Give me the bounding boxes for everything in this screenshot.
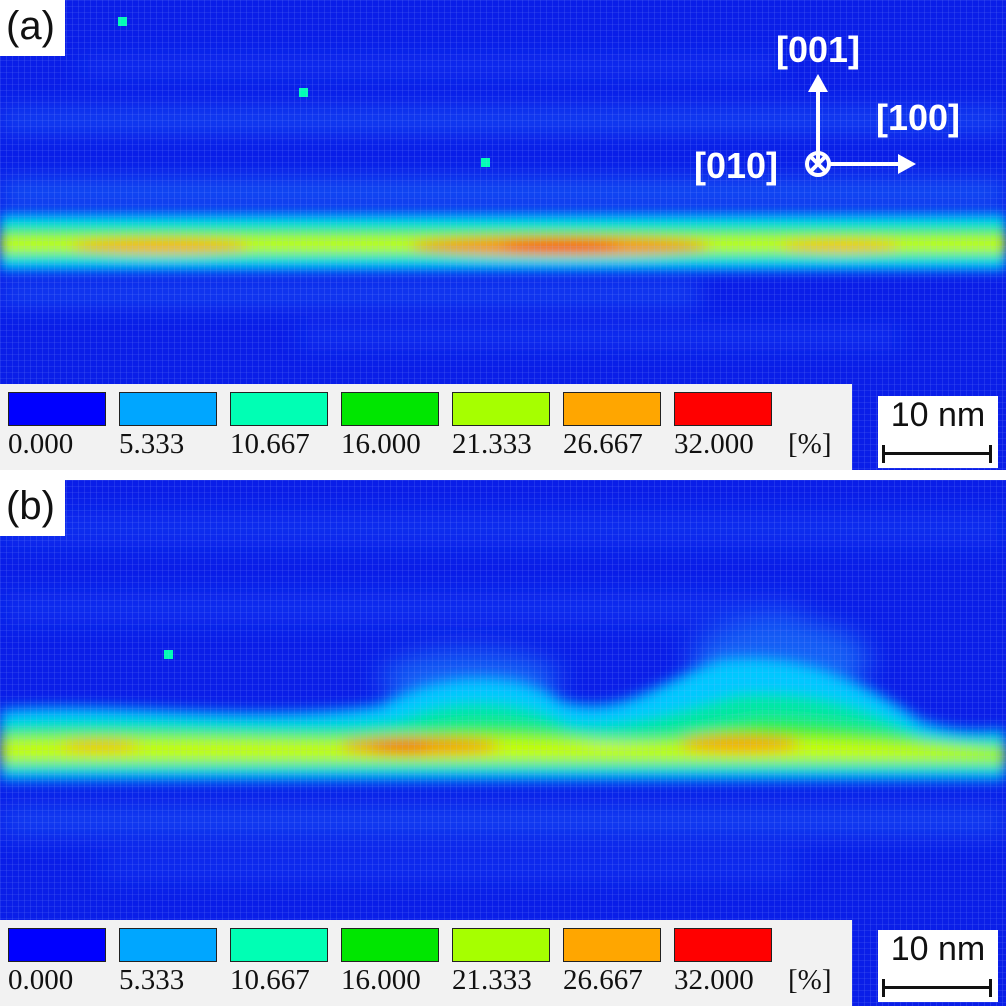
legend-label: 0.000 [8, 964, 74, 996]
legend-label: 10.667 [230, 964, 310, 996]
axis-label-001: [001] [776, 29, 861, 70]
color-legend: 0.000 5.333 10.667 16.000 21.333 26.667 … [0, 384, 852, 470]
color-legend: 0.000 5.333 10.667 16.000 21.333 26.667 … [0, 920, 852, 1006]
legend-label: 16.000 [341, 428, 421, 460]
legend-unit: [%] [788, 428, 832, 460]
legend-label: 32.000 [674, 428, 754, 460]
legend-swatch [341, 392, 439, 426]
legend-label: 10.667 [230, 428, 310, 460]
panel-tag: (a) [0, 0, 65, 56]
legend-swatch [452, 928, 550, 962]
scale-bar-label: 10 nm [890, 396, 986, 434]
legend-label: 16.000 [341, 964, 421, 996]
legend-swatch [674, 928, 772, 962]
legend-label: 5.333 [119, 964, 185, 996]
axis-label-010: [010] [694, 145, 779, 186]
legend-swatch [341, 928, 439, 962]
legend-swatch [674, 392, 772, 426]
concentration-map-b [0, 480, 1006, 1006]
panel-b: (b) 0.000 5.333 10.667 16.000 21.333 26.… [0, 480, 1006, 1006]
scale-bar-line [882, 979, 992, 997]
scale-bar: 10 nm [878, 930, 998, 1002]
legend-swatch [230, 392, 328, 426]
legend-swatch [8, 392, 106, 426]
legend-label: 26.667 [563, 964, 643, 996]
legend-label: 26.667 [563, 428, 643, 460]
scale-bar-line [882, 445, 992, 463]
legend-swatch [119, 928, 217, 962]
legend-swatch [119, 392, 217, 426]
axis-label-100: [100] [876, 97, 961, 138]
legend-swatch [8, 928, 106, 962]
legend-label: 21.333 [452, 428, 532, 460]
legend-label: 32.000 [674, 964, 754, 996]
scale-bar-label: 10 nm [890, 930, 986, 968]
legend-swatch [452, 392, 550, 426]
scale-bar: 10 nm [878, 396, 998, 468]
crystal-axes [805, 74, 916, 177]
panel-tag: (b) [0, 480, 65, 536]
legend-unit: [%] [788, 964, 832, 996]
legend-label: 5.333 [119, 428, 185, 460]
legend-swatch [230, 928, 328, 962]
legend-swatch [563, 392, 661, 426]
legend-label: 21.333 [452, 964, 532, 996]
panel-a: (a) [001] [100] [010] 0.000 5.333 10.667… [0, 0, 1006, 470]
legend-swatch [563, 928, 661, 962]
legend-label: 0.000 [8, 428, 74, 460]
